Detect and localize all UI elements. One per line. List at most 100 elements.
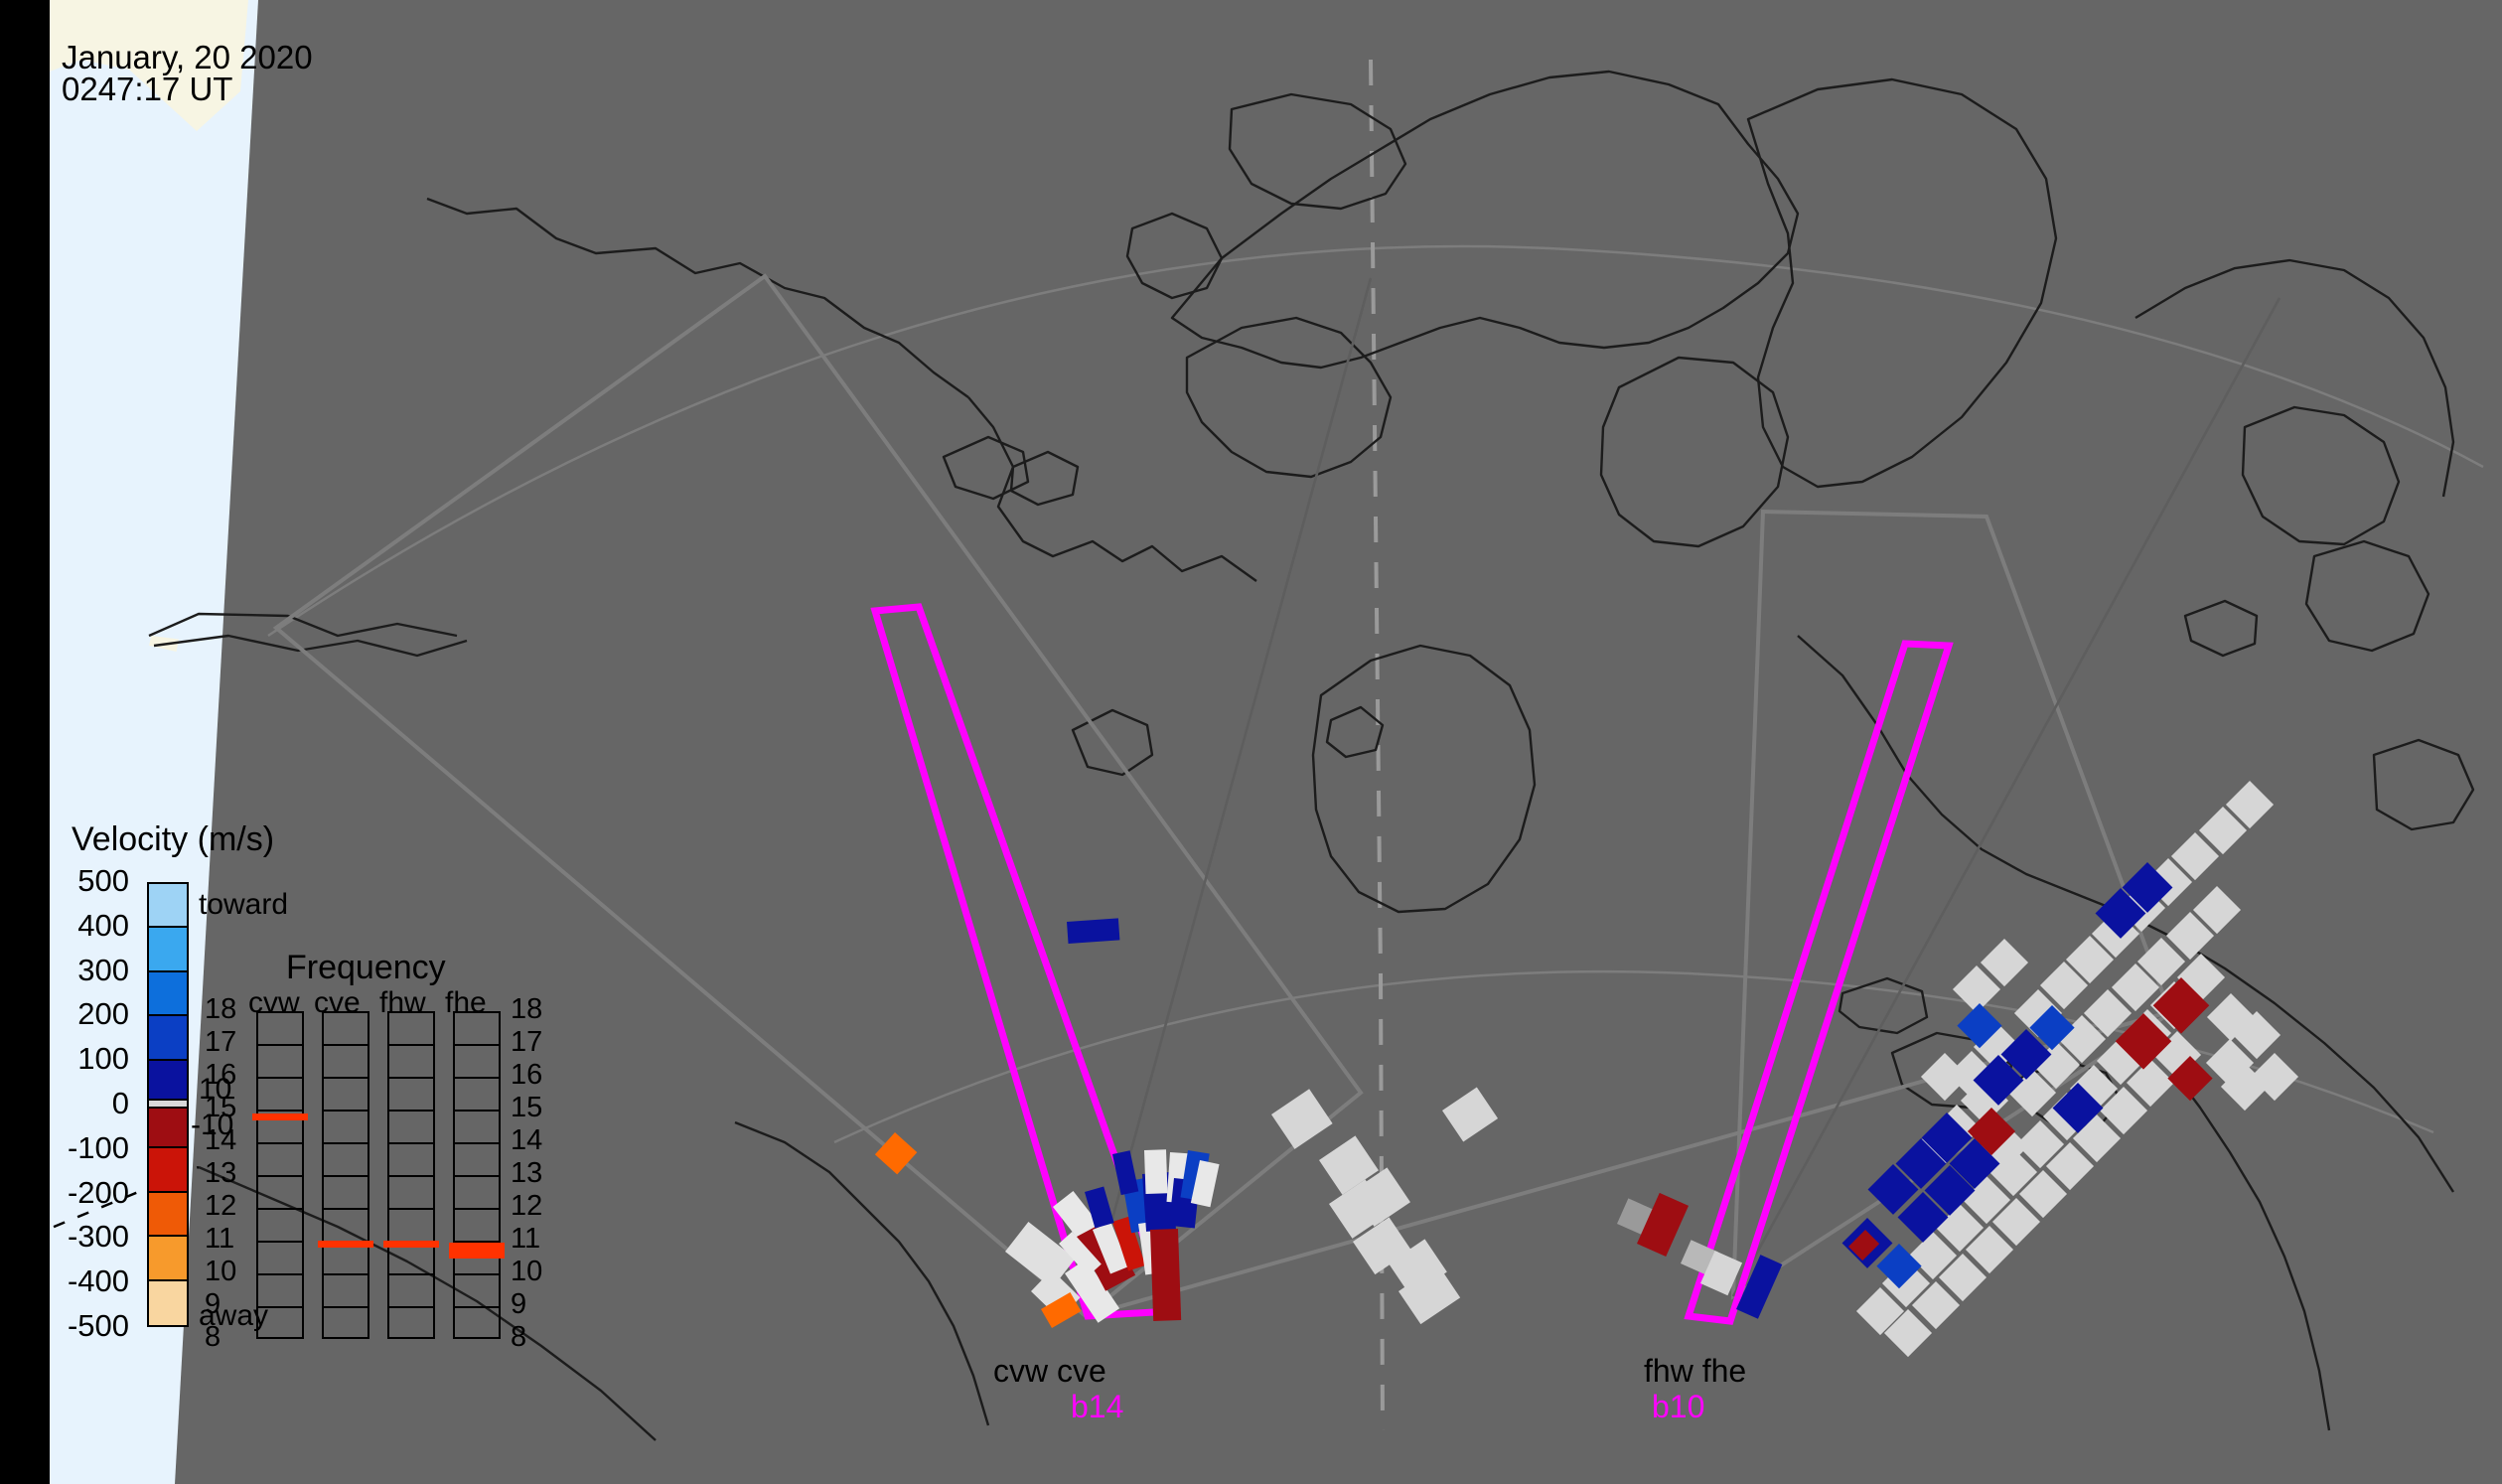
frequency-column-fhe — [453, 1011, 501, 1339]
frequency-gridrow — [324, 1275, 368, 1308]
colorbar-tick: -100 — [67, 1129, 129, 1165]
frequency-gridrow — [258, 1144, 302, 1177]
frequency-gridrow — [324, 1144, 368, 1177]
frequency-tick-left: 10 — [205, 1256, 237, 1287]
frequency-tick-left: 15 — [205, 1092, 237, 1123]
colorbar-tick: -400 — [67, 1263, 129, 1299]
colorbar-segment — [149, 971, 187, 1017]
colorbar-segment — [149, 1280, 187, 1325]
frequency-tick-right: 18 — [511, 993, 543, 1025]
radar-label-east: fhw fhe — [1644, 1353, 1747, 1389]
frequency-gridrow — [258, 1177, 302, 1210]
frequency-gridrow — [455, 1112, 499, 1144]
colorbar-tick: -500 — [67, 1308, 129, 1343]
frequency-gridrow — [455, 1243, 499, 1275]
colorbar-tick: 500 — [77, 863, 129, 898]
frequency-gridrow — [324, 1308, 368, 1341]
frequency-gridrow — [389, 1144, 433, 1177]
frequency-marker-fhw — [383, 1240, 439, 1248]
frequency-tick-left: 8 — [205, 1321, 221, 1353]
colorbar-segment — [149, 1109, 187, 1149]
frequency-gridrow — [389, 1243, 433, 1275]
colorbar-segment — [149, 1237, 187, 1281]
colorbar-segment — [149, 1060, 187, 1101]
frequency-column-cvw — [256, 1011, 304, 1339]
colorbar-inner-top-label: 10 — [199, 1073, 232, 1106]
frequency-tick-left: 18 — [205, 993, 237, 1025]
frequency-gridrow — [455, 1079, 499, 1112]
frequency-gridrow — [258, 1046, 302, 1079]
frequency-marker-cve — [318, 1240, 373, 1248]
frequency-tick-right: 17 — [511, 1026, 543, 1058]
frequency-tick-right: 15 — [511, 1092, 543, 1123]
frequency-gridrow — [389, 1308, 433, 1341]
colorbar-tick: -200 — [67, 1174, 129, 1210]
frequency-tick-left: 14 — [205, 1124, 237, 1156]
frequency-gridrow — [324, 1112, 368, 1144]
frequency-gridrow — [324, 1177, 368, 1210]
frequency-tick-right: 13 — [511, 1157, 543, 1189]
timestamp-time: 0247:17 UT — [62, 71, 233, 107]
frequency-gridrow — [455, 1046, 499, 1079]
frequency-tick-right: 16 — [511, 1059, 543, 1091]
colorbar-segment — [149, 1192, 187, 1238]
frequency-column-header-cve: cve — [314, 986, 361, 1019]
frequency-gridrow — [455, 1210, 499, 1243]
radar-label-west: cvw cve — [993, 1353, 1106, 1389]
frequency-gridrow — [389, 1079, 433, 1112]
frequency-gridrow — [324, 1046, 368, 1079]
colorbar-tick: 400 — [77, 907, 129, 943]
frequency-gridrow — [324, 1210, 368, 1243]
frequency-gridrow — [389, 1275, 433, 1308]
frequency-gridrow — [324, 1079, 368, 1112]
frequency-tick-left: 17 — [205, 1026, 237, 1058]
frequency-column-header-fhe: fhe — [445, 986, 487, 1019]
frequency-gridrow — [258, 1275, 302, 1308]
velocity-colorbar — [147, 882, 189, 1327]
colorbar-segment — [149, 1148, 187, 1193]
frequency-gridrow — [455, 1177, 499, 1210]
frequency-column-fhw — [387, 1011, 435, 1339]
frequency-gridrow — [389, 1112, 433, 1144]
frequency-gridrow — [258, 1079, 302, 1112]
frequency-column-cve — [322, 1011, 369, 1339]
colorbar-segment — [149, 884, 187, 929]
colorbar-title: Velocity (m/s) — [72, 820, 275, 858]
frequency-gridrow — [324, 1243, 368, 1275]
colorbar-toward-label: toward — [199, 888, 289, 921]
frequency-tick-right: 8 — [511, 1321, 527, 1353]
frequency-title: Frequency — [286, 949, 446, 986]
colorbar-segment — [149, 1100, 187, 1110]
colorbar-tick: -300 — [67, 1219, 129, 1255]
colorbar-inner-bottom-label: -10 — [191, 1109, 234, 1141]
frequency-tick-left: 9 — [205, 1288, 221, 1320]
frequency-gridrow — [258, 1112, 302, 1144]
frequency-tick-left: 11 — [205, 1223, 235, 1255]
frequency-gridrow — [258, 1308, 302, 1341]
frequency-gridrow — [389, 1013, 433, 1046]
colorbar-tick: 300 — [77, 952, 129, 987]
frequency-gridrow — [324, 1013, 368, 1046]
timestamp-date: January, 20 2020 — [62, 39, 313, 75]
frequency-tick-right: 14 — [511, 1124, 543, 1156]
frequency-tick-left: 13 — [205, 1157, 237, 1189]
frequency-tick-left: 16 — [205, 1059, 237, 1091]
frequency-marker-fhe — [449, 1242, 505, 1259]
frequency-gridrow — [455, 1308, 499, 1341]
frequency-gridrow — [389, 1210, 433, 1243]
colorbar-tick: 200 — [77, 996, 129, 1032]
frequency-tick-right: 11 — [511, 1223, 541, 1255]
frequency-gridrow — [455, 1144, 499, 1177]
beam-label-west: b14 — [1071, 1389, 1124, 1424]
frequency-gridrow — [258, 1243, 302, 1275]
frequency-gridrow — [455, 1013, 499, 1046]
colorbar-segment — [149, 1016, 187, 1061]
colorbar-segment — [149, 928, 187, 972]
frequency-column-header-fhw: fhw — [379, 986, 426, 1019]
frequency-tick-right: 9 — [511, 1288, 527, 1320]
colorbar-tick: 0 — [111, 1086, 129, 1120]
frequency-gridrow — [258, 1210, 302, 1243]
frequency-gridrow — [258, 1013, 302, 1046]
